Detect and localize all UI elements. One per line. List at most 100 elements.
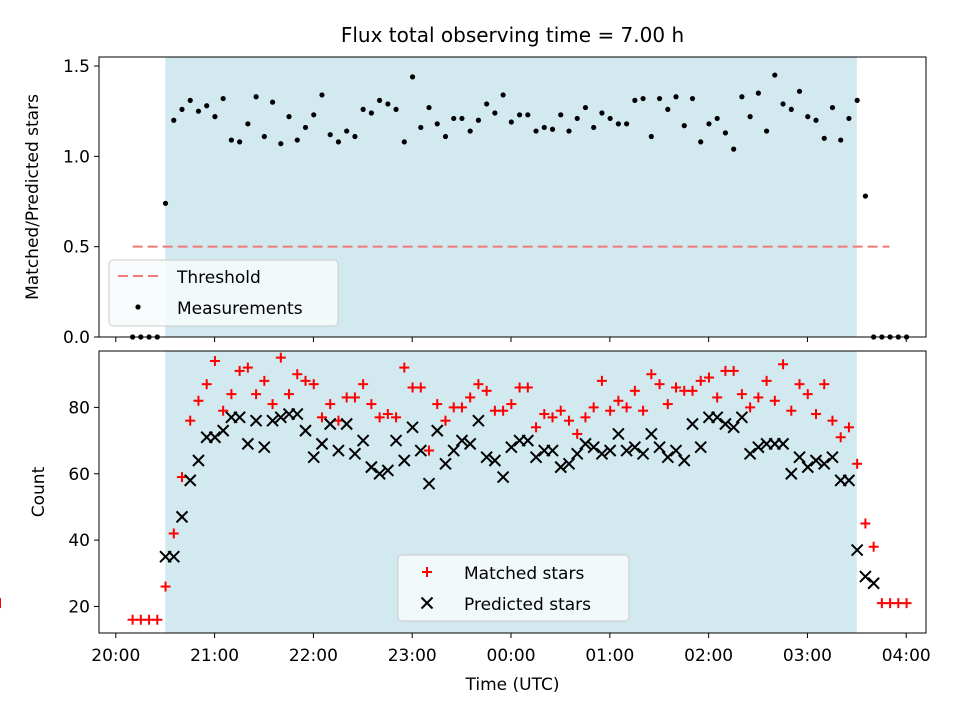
matched-star-point <box>358 379 369 390</box>
predicted-star-point <box>323 417 337 431</box>
predicted-star-point <box>365 460 378 474</box>
x-marker-b <box>620 444 633 457</box>
predicted-star-point <box>422 477 436 490</box>
x-marker-b <box>710 411 724 424</box>
matched-star-point <box>481 385 492 396</box>
matched-star-point <box>349 392 360 403</box>
matched-star-point <box>852 458 863 469</box>
x-marker-b <box>809 454 823 467</box>
top-y-axis-label: Matched/Predicted stars <box>23 94 43 300</box>
measurement-point <box>269 99 276 105</box>
top-legend: Threshold Measurements <box>108 259 339 327</box>
legend-x-marker <box>420 596 434 610</box>
predicted-star-point <box>266 414 279 427</box>
predicted-star-point <box>859 570 872 583</box>
measurement-point <box>187 97 193 103</box>
legend-predicted-label: Predicted stars <box>464 595 591 615</box>
measurement-point <box>516 112 523 118</box>
x-tick-label: 03:00 <box>783 646 832 666</box>
top-y-ticks: 0.0 0.5 1.0 1.5 <box>63 57 99 348</box>
x-marker-b <box>735 411 749 424</box>
measurement-point <box>656 95 663 102</box>
matched-star-point <box>860 518 871 529</box>
x-marker-b <box>571 447 584 461</box>
x-marker-b <box>628 441 642 454</box>
predicted-star-point <box>727 421 740 434</box>
x-axis-label: Time (UTC) <box>465 675 560 695</box>
predicted-star-point <box>455 434 469 447</box>
predicted-star-point <box>620 444 633 457</box>
x-marker-b <box>266 414 279 427</box>
measurement-point <box>286 114 292 120</box>
x-marker-b <box>420 596 434 610</box>
x-marker-b <box>241 437 255 451</box>
matched-star-point <box>284 389 295 400</box>
predicted-star-point <box>208 431 222 444</box>
predicted-star-point <box>694 441 707 454</box>
measurement-point <box>821 135 827 141</box>
measurement-point <box>731 146 737 152</box>
measurement-point <box>492 110 498 116</box>
x-marker-b <box>826 450 839 464</box>
matched-star-point <box>440 415 451 426</box>
measurement-point <box>558 112 564 118</box>
top-x-ticks <box>115 337 907 342</box>
x-marker-b <box>439 457 452 471</box>
measurement-point <box>813 117 819 123</box>
matched-star-point <box>588 402 599 413</box>
matched-star-point <box>703 372 714 383</box>
predicted-star-point <box>850 543 864 557</box>
x-marker-b <box>719 417 732 431</box>
matched-star-point <box>424 445 435 456</box>
measurement-point <box>714 115 720 122</box>
x-marker-b <box>406 421 419 434</box>
matched-star-point <box>662 399 673 410</box>
matched-star-point <box>193 395 204 406</box>
predicted-star-point <box>291 407 304 421</box>
matched-star-point <box>160 581 171 592</box>
predicted-star-point <box>431 424 444 437</box>
x-marker-b <box>398 454 411 467</box>
predicted-star-point <box>571 447 584 461</box>
predicted-star-point <box>299 424 312 437</box>
measurement-point <box>204 103 210 109</box>
x-marker-b <box>373 467 386 480</box>
x-marker-b <box>521 434 535 447</box>
matched-star-point <box>761 375 772 386</box>
matched-star-point <box>646 369 657 380</box>
bottom-y-ticks: 20 40 60 80 <box>68 398 99 617</box>
measurement-point <box>294 137 300 143</box>
legend-matched-swatch <box>422 567 432 577</box>
x-marker-b <box>678 454 691 467</box>
predicted-star-point <box>653 441 666 454</box>
x-marker-b <box>315 437 329 451</box>
x-marker-b <box>233 411 246 424</box>
measurement-point <box>327 132 333 138</box>
measurement-point <box>615 121 621 127</box>
measurement-point <box>484 101 490 107</box>
x-marker-b <box>389 434 403 447</box>
x-marker-b <box>793 450 806 464</box>
predicted-star-point <box>645 427 658 441</box>
matched-star-point <box>638 405 649 416</box>
measurement-point <box>195 108 202 114</box>
x-marker-b <box>307 450 320 464</box>
x-marker-b <box>801 460 814 474</box>
x-marker-b <box>867 577 880 590</box>
predicted-star-point <box>439 457 452 471</box>
predicted-star-point <box>488 454 502 467</box>
x-marker-b <box>727 421 740 434</box>
x-tick-label: 21:00 <box>190 646 239 666</box>
x-marker-b <box>472 414 485 427</box>
measurement-point <box>698 139 704 145</box>
measurement-point <box>796 88 803 94</box>
predicted-star-point <box>315 437 329 451</box>
matched-star-point <box>465 392 476 403</box>
predicted-star-point <box>686 417 699 431</box>
measurement-point <box>228 137 234 143</box>
matched-star-point <box>605 405 616 416</box>
measurement-point <box>574 115 580 122</box>
predicted-star-point <box>258 441 271 454</box>
matched-star-point <box>786 405 797 416</box>
measurement-point <box>648 133 654 140</box>
